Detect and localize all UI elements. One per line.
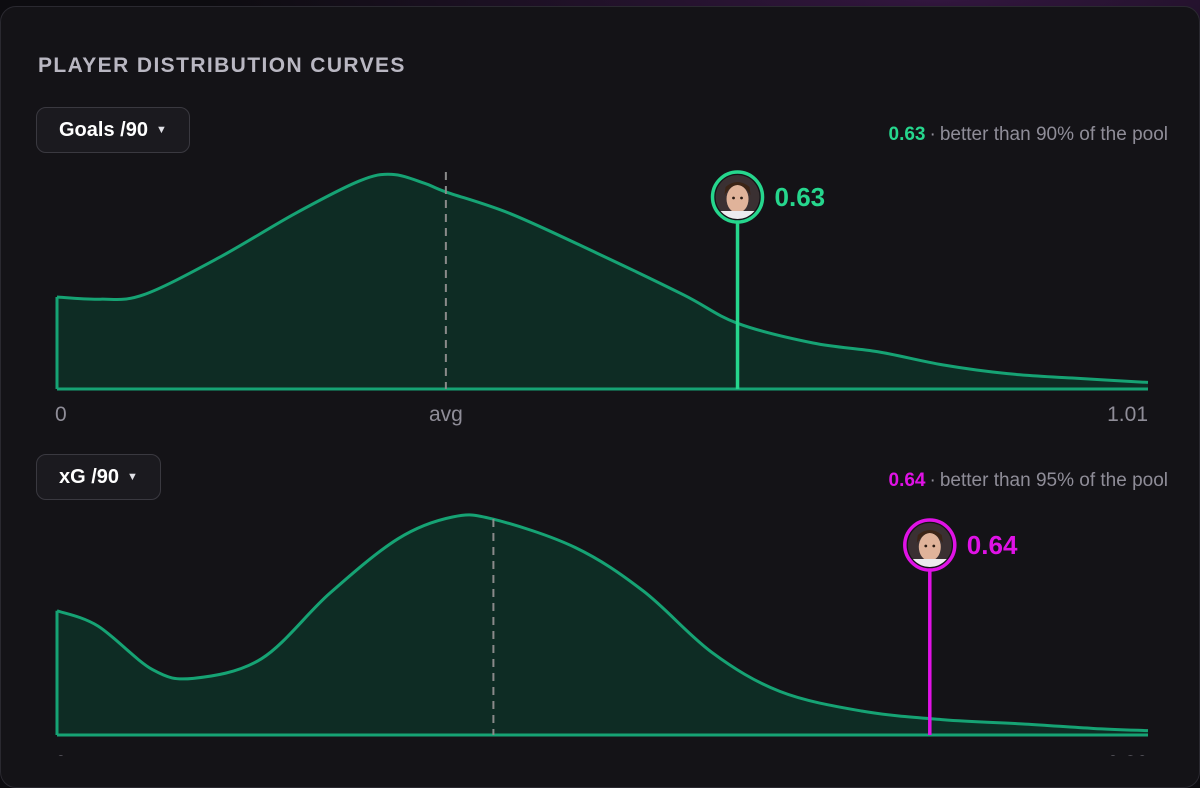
player-marker-ring <box>903 518 957 572</box>
summary-value: 0.64 <box>888 470 926 491</box>
x-tick-avg: avg <box>476 752 510 756</box>
player-avatar-icon <box>715 175 760 219</box>
summary-xg: 0.64 · better than 95% of the pool <box>888 470 1168 491</box>
x-tick-min: 0 <box>55 752 67 756</box>
x-tick-max: 1.01 <box>1107 403 1148 426</box>
x-tick-max: 0.80 <box>1107 752 1148 756</box>
metric-selector-goals[interactable]: Goals /90 ▼ <box>36 107 190 153</box>
xg-distribution-chart: 0 avg 0.80 0.64 <box>55 513 1149 756</box>
player-value-label: 0.63 <box>775 182 826 212</box>
metric-selector-xg[interactable]: xG /90 ▼ <box>36 454 161 500</box>
goals-distribution-chart: 0 avg 1.01 0.63 <box>55 170 1149 426</box>
metric-selector-label: Goals /90 <box>59 118 148 141</box>
density-area <box>57 514 1148 735</box>
density-curve <box>56 513 1149 733</box>
player-value-label: 0.64 <box>967 530 1018 560</box>
player-avatar-icon <box>907 523 952 567</box>
density-curve <box>56 172 1149 384</box>
x-tick-min: 0 <box>55 403 67 426</box>
metric-selector-label: xG /90 <box>59 465 120 488</box>
summary-text: better than 95% of the pool <box>939 470 1168 491</box>
summary-text: better than 90% of the pool <box>939 124 1168 145</box>
summary-value: 0.63 <box>888 124 926 145</box>
summary-goals: 0.63 · better than 90% of the pool <box>888 124 1168 145</box>
x-tick-avg: avg <box>429 403 463 426</box>
panel-title: PLAYER DISTRIBUTION CURVES <box>38 54 406 77</box>
caret-down-icon: ▼ <box>155 124 167 136</box>
density-area <box>57 174 1148 389</box>
caret-down-icon: ▼ <box>127 471 138 483</box>
player-marker-ring <box>710 170 765 224</box>
